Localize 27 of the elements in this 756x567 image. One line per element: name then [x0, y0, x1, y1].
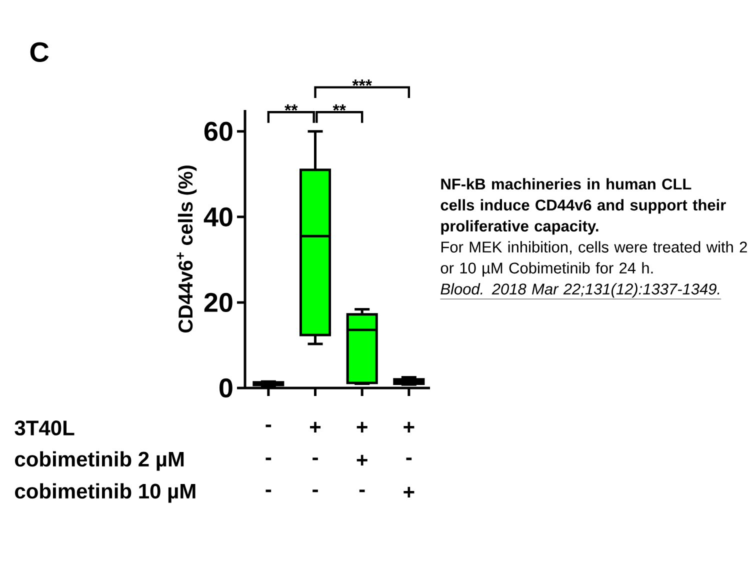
y-tick-label: 40 — [204, 207, 232, 226]
text: - — [266, 490, 272, 492]
text: 3T40L — [14, 420, 74, 436]
text: cobimetinib 10 µM — [15, 483, 196, 503]
text: + — [356, 422, 368, 432]
text: - — [406, 458, 412, 460]
text: For MEK inhibition, cells were treated with 2 or 10 µM Cobimetinib for 24 h. — [440, 241, 747, 277]
annotation: ** — [332, 104, 346, 111]
y-tick-label: 20 — [204, 292, 232, 312]
text: - — [266, 458, 272, 460]
text: + — [404, 486, 414, 498]
text: Blood. 2018 Mar 22;131(12):1337-1349. — [440, 283, 720, 298]
y-axis-title: CD44v6$^{+}$ cells (%) — [176, 166, 197, 333]
y-tick-label: 60 — [204, 122, 232, 141]
text: NF-kB machineries in human CLL cells induce CD44v6 and support their proliferative capacity. — [440, 178, 726, 235]
text: - — [312, 490, 318, 492]
annotation: ** — [284, 104, 298, 111]
text: cobimetinib 2 µM — [15, 451, 184, 471]
text: - — [359, 490, 365, 492]
chart-title: C — [30, 42, 49, 62]
text: - — [312, 458, 318, 460]
y-tick-label: 0 — [220, 378, 232, 398]
text: + — [404, 422, 414, 432]
text: *** — [352, 80, 372, 86]
text: - — [266, 424, 272, 428]
text: + — [356, 454, 368, 466]
text: + — [310, 422, 321, 432]
